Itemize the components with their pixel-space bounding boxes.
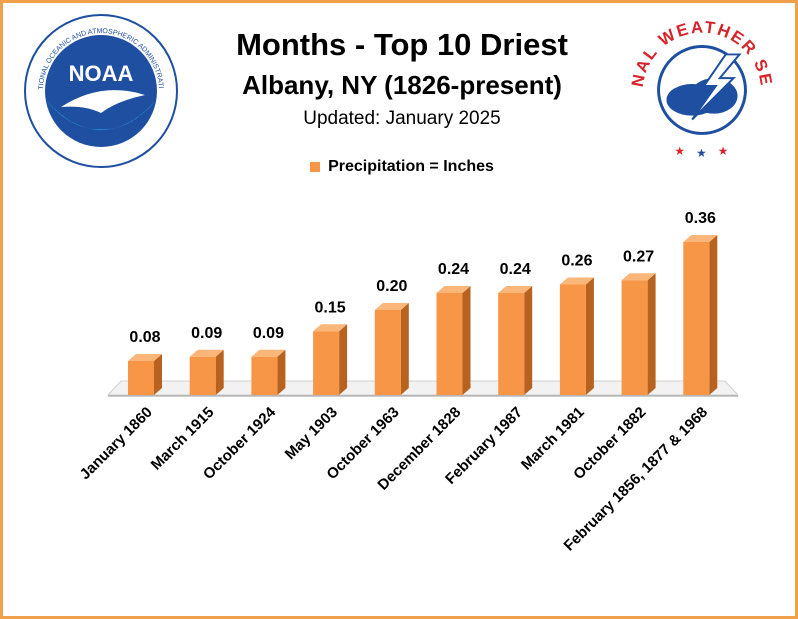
star-icon: ★ bbox=[718, 144, 729, 158]
bar bbox=[189, 356, 216, 395]
bar-top bbox=[559, 277, 594, 285]
bar-top bbox=[189, 349, 224, 357]
bar bbox=[559, 284, 586, 395]
bar-top bbox=[313, 324, 348, 332]
bar bbox=[436, 293, 463, 395]
bar bbox=[313, 331, 340, 395]
bar-side bbox=[524, 286, 533, 395]
category-label: January 1860 bbox=[77, 404, 156, 483]
bar-top bbox=[374, 303, 409, 310]
bar bbox=[374, 310, 401, 395]
bar-side bbox=[339, 324, 348, 395]
star-icon: ★ bbox=[674, 144, 685, 158]
nws-logo: NATIONAL WEATHER SERVICE ★ ★ ★ bbox=[623, 9, 778, 164]
bar-side bbox=[215, 349, 224, 395]
data-label: 0.09 bbox=[191, 325, 222, 342]
data-label: 0.24 bbox=[438, 261, 469, 278]
bar-side bbox=[585, 277, 594, 395]
bar-side bbox=[277, 349, 286, 395]
bar-side bbox=[709, 235, 718, 395]
chart-title: Months - Top 10 Driest bbox=[236, 27, 568, 62]
data-label: 0.24 bbox=[500, 261, 531, 278]
star-icon: ★ bbox=[696, 146, 707, 160]
chart-subtitle: Albany, NY (1826-present) bbox=[242, 70, 562, 100]
data-label: 0.09 bbox=[253, 325, 284, 342]
bar bbox=[498, 293, 525, 395]
bar bbox=[251, 356, 278, 395]
data-label: 0.27 bbox=[623, 248, 654, 265]
noaa-logo: NOAA NATIONAL OCEANIC AND ATMOSPHERIC AD… bbox=[21, 11, 178, 168]
legend-swatch bbox=[310, 162, 321, 172]
bar bbox=[128, 361, 154, 395]
category-label: May 1903 bbox=[282, 404, 341, 463]
bar bbox=[621, 280, 648, 395]
bar-top bbox=[128, 354, 162, 361]
legend: Precipitation = Inches bbox=[3, 158, 795, 176]
bar-top bbox=[251, 349, 286, 357]
bar bbox=[683, 242, 710, 395]
bar-side bbox=[154, 354, 162, 395]
bar-top bbox=[621, 273, 656, 281]
data-label: 0.15 bbox=[315, 299, 346, 316]
data-label: 0.36 bbox=[685, 210, 716, 227]
bar-side bbox=[462, 286, 471, 395]
bar-side bbox=[400, 303, 409, 395]
bar-top bbox=[683, 235, 718, 242]
bar-side bbox=[647, 273, 656, 395]
data-label: 0.08 bbox=[129, 329, 160, 346]
data-label: 0.26 bbox=[561, 253, 592, 270]
bar-top bbox=[436, 286, 471, 293]
bar-top bbox=[498, 286, 533, 293]
legend-label: Precipitation = Inches bbox=[328, 158, 494, 175]
updated-date: Updated: January 2025 bbox=[303, 108, 501, 129]
noaa-wordmark: NOAA bbox=[69, 61, 134, 86]
data-label: 0.20 bbox=[376, 278, 407, 295]
